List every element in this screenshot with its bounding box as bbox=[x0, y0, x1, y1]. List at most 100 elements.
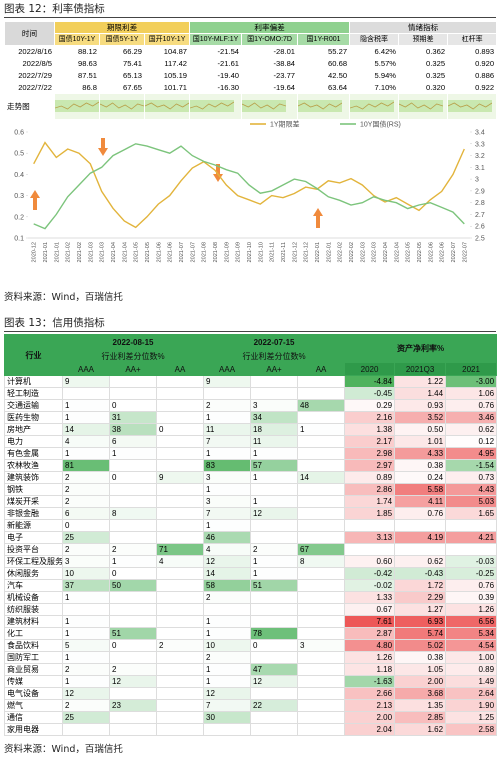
y2-tick-label: 3 bbox=[475, 177, 479, 184]
x-tick-label: 2022-01 bbox=[315, 242, 321, 263]
value-cell: 105.19 bbox=[143, 69, 191, 82]
x-tick-label: 2021-02 bbox=[77, 242, 83, 263]
spread-cell: 11 bbox=[203, 423, 252, 436]
y2-tick-label: 3.3 bbox=[475, 141, 485, 148]
roa-cell bbox=[394, 543, 447, 556]
spread-cell bbox=[155, 579, 205, 592]
spread-cell: 1 bbox=[203, 519, 252, 532]
x-tick-label: 2021-12 bbox=[304, 242, 310, 263]
value-cell: 66.29 bbox=[99, 45, 145, 58]
spread-cell: 46 bbox=[203, 531, 252, 544]
sparkline bbox=[350, 100, 395, 112]
spread-cell bbox=[109, 591, 157, 604]
roa-cell: 1.72 bbox=[394, 579, 447, 592]
spread-cell bbox=[62, 603, 110, 616]
value-cell: -23.77 bbox=[241, 69, 299, 82]
spread-cell: 1 bbox=[250, 495, 299, 508]
spread-cell bbox=[297, 687, 346, 700]
spread-cell: 83 bbox=[203, 459, 252, 472]
spread-cell: 1 bbox=[62, 675, 110, 688]
column-header: AA+ bbox=[250, 362, 299, 376]
spread-cell bbox=[297, 387, 346, 400]
data-row: 化工 1 51 1 78 2.87 5.74 5.34 bbox=[4, 627, 498, 640]
sparkline-band bbox=[399, 100, 444, 112]
industry-name: 化工 bbox=[4, 627, 63, 640]
roa-cell: 3.52 bbox=[394, 411, 447, 424]
roa-cell: 1.27 bbox=[394, 603, 447, 616]
spread-cell bbox=[109, 459, 157, 472]
data-row: 休闲服务 10 0 14 1 -0.42 -0.43 -0.25 bbox=[4, 567, 498, 580]
spread-cell bbox=[155, 507, 205, 520]
column-header: AA+ bbox=[109, 362, 157, 376]
sparkline-line bbox=[100, 102, 144, 110]
spread-cell: 8 bbox=[297, 555, 346, 568]
roa-cell: 1.35 bbox=[394, 699, 447, 712]
spread-cell bbox=[155, 375, 205, 388]
spread-cell: 71 bbox=[155, 543, 205, 556]
spread-cell: 7 bbox=[203, 507, 252, 520]
spread-cell bbox=[155, 519, 205, 532]
spread-cell bbox=[109, 603, 157, 616]
spread-cell: 47 bbox=[250, 663, 299, 676]
spread-cell: 2 bbox=[109, 543, 157, 556]
sparkline-band bbox=[242, 100, 287, 112]
industry-name: 传媒 bbox=[4, 675, 63, 688]
value-cell: -19.64 bbox=[241, 81, 299, 94]
sparkline bbox=[190, 100, 235, 112]
header-row: 行业利差分位数% 行业利差分位数% bbox=[5, 349, 497, 363]
spread-cell: 12 bbox=[250, 675, 299, 688]
industry-name: 投资平台 bbox=[4, 543, 63, 556]
spread-cell bbox=[203, 723, 252, 736]
industry-name: 商业贸易 bbox=[4, 663, 63, 676]
industry-name: 通信 bbox=[4, 711, 63, 724]
industry-name: 电气设备 bbox=[4, 687, 63, 700]
roa-cell: 1.26 bbox=[344, 651, 396, 664]
spread-cell bbox=[297, 567, 346, 580]
spread-cell: 1 bbox=[203, 675, 252, 688]
column-header: AA bbox=[155, 362, 205, 376]
spread-cell: 1 bbox=[203, 483, 252, 496]
spread-cell: 5 bbox=[62, 639, 110, 652]
roa-cell: 2.00 bbox=[394, 675, 447, 688]
spread-cell: 12 bbox=[203, 555, 252, 568]
y-tick-label: 0.4 bbox=[14, 172, 24, 179]
x-tick-label: 2021-05 bbox=[145, 242, 151, 263]
y2-tick-label: 3.2 bbox=[475, 153, 485, 160]
industry-name: 新能源 bbox=[4, 519, 63, 532]
spread-cell bbox=[109, 519, 157, 532]
spread-cell: 14 bbox=[62, 423, 110, 436]
roa-cell: 0.38 bbox=[394, 651, 447, 664]
roa-cell: -0.42 bbox=[344, 567, 396, 580]
spread-cell: 1 bbox=[250, 567, 299, 580]
industry-name: 计算机 bbox=[4, 375, 63, 388]
x-tick-label: 2021-10 bbox=[258, 242, 264, 263]
roa-cell: -0.03 bbox=[445, 555, 498, 568]
spread-cell bbox=[297, 483, 346, 496]
spread-cell: 4 bbox=[155, 555, 205, 568]
x-tick-label: 2021-03 bbox=[88, 242, 94, 263]
x-tick-label: 2021-12 bbox=[292, 242, 298, 263]
value-cell: 0.893 bbox=[447, 45, 498, 58]
spread-cell bbox=[297, 411, 346, 424]
spread-cell bbox=[203, 603, 252, 616]
trend-cell bbox=[297, 93, 351, 120]
roa-cell: 0.76 bbox=[394, 507, 447, 520]
spread-cell: 2 bbox=[62, 543, 110, 556]
roa-cell: 2.58 bbox=[445, 723, 498, 736]
x-tick-label: 2021-07 bbox=[190, 242, 196, 263]
spread-cell bbox=[62, 723, 110, 736]
x-tick-label: 2021-02 bbox=[66, 242, 72, 263]
roa-cell: 2.86 bbox=[344, 483, 396, 496]
x-tick-label: 2022-04 bbox=[383, 242, 389, 263]
roa-cell: 0.73 bbox=[445, 471, 498, 484]
sparkline-line bbox=[190, 101, 235, 110]
trend-cell bbox=[54, 93, 100, 120]
line-series bbox=[33, 143, 465, 230]
spread-cell: 51 bbox=[250, 579, 299, 592]
spread-cell: 31 bbox=[109, 411, 157, 424]
spread-cell bbox=[250, 531, 299, 544]
value-cell: 42.50 bbox=[297, 69, 351, 82]
spread-cell bbox=[109, 375, 157, 388]
sparkline-line bbox=[448, 102, 493, 110]
data-row: 家用电器 2.04 1.62 2.58 bbox=[4, 723, 498, 736]
